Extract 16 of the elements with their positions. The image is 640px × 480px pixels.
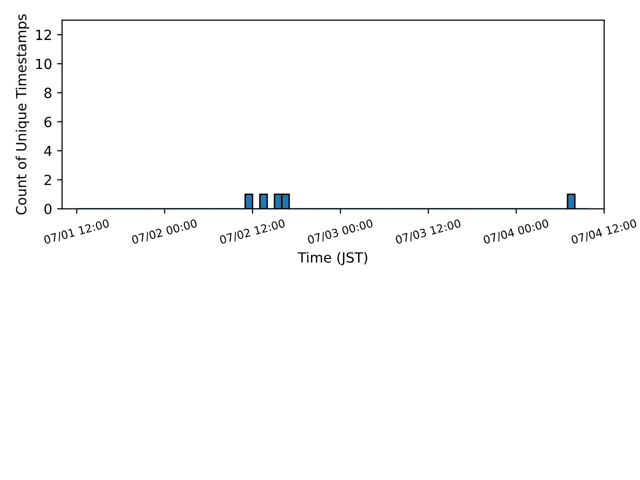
y-tick-label: 10: [36, 58, 52, 70]
y-tick-label: 2: [44, 174, 51, 186]
x-tick-label: 07/03 00:00: [307, 218, 374, 245]
x-tick-label: 07/02 12:00: [219, 218, 286, 245]
y-tick-label: 12: [36, 30, 51, 40]
y-tick-label: 6: [44, 116, 52, 128]
x-tick-label: 07/02 00:00: [131, 218, 198, 245]
y-tick-label: 0: [44, 204, 52, 214]
y-tick-label: 8: [44, 88, 52, 98]
y-axis-title: Count of Unique Timestamps: [16, 14, 30, 215]
x-tick-label: 07/01 12:00: [43, 218, 110, 245]
y-tick-label: 4: [44, 146, 52, 156]
x-tick-label: 07/04 00:00: [482, 218, 550, 245]
x-tick-label: 07/04 12:00: [570, 218, 638, 245]
x-tick-label: 07/03 12:00: [395, 218, 462, 245]
x-axis-title: Time (JST): [298, 252, 368, 266]
